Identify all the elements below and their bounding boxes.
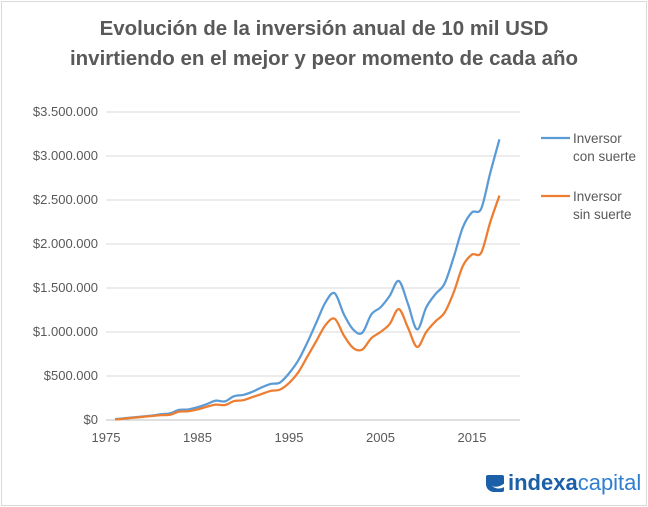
title-line-2: invirtiendo en el mejor y peor momento d… <box>69 47 579 70</box>
chart-title: Evolución de la inversión anual de 10 mi… <box>0 14 648 74</box>
series-line-1 <box>115 138 501 421</box>
series-line-2 <box>115 195 501 421</box>
y-tick-label: $0 <box>84 412 98 427</box>
y-tick-label: $1.000.000 <box>33 324 98 339</box>
legend-label: Inversor <box>573 131 622 146</box>
y-tick-label: $3.000.000 <box>33 148 98 163</box>
legend-label: con suerte <box>573 149 636 164</box>
legend-label: Inversor <box>573 189 622 204</box>
title-line-1: Evolución de la inversión anual de 10 mi… <box>99 17 549 40</box>
y-tick-label: $3.500.000 <box>33 104 98 119</box>
x-tick-label: 1975 <box>92 430 121 445</box>
indexa-capital-logo: indexacapital <box>486 470 641 496</box>
x-tick-label: 1995 <box>275 430 304 445</box>
y-tick-label: $2.000.000 <box>33 236 98 251</box>
logo-icon <box>486 475 504 492</box>
y-tick-label: $1.500.000 <box>33 280 98 295</box>
x-tick-label: 2015 <box>458 430 487 445</box>
x-tick-label: 2005 <box>366 430 395 445</box>
x-tick-label: 1985 <box>183 430 212 445</box>
legend-label: sin suerte <box>573 207 632 222</box>
y-tick-label: $500.000 <box>44 368 98 383</box>
y-tick-label: $2.500.000 <box>33 192 98 207</box>
